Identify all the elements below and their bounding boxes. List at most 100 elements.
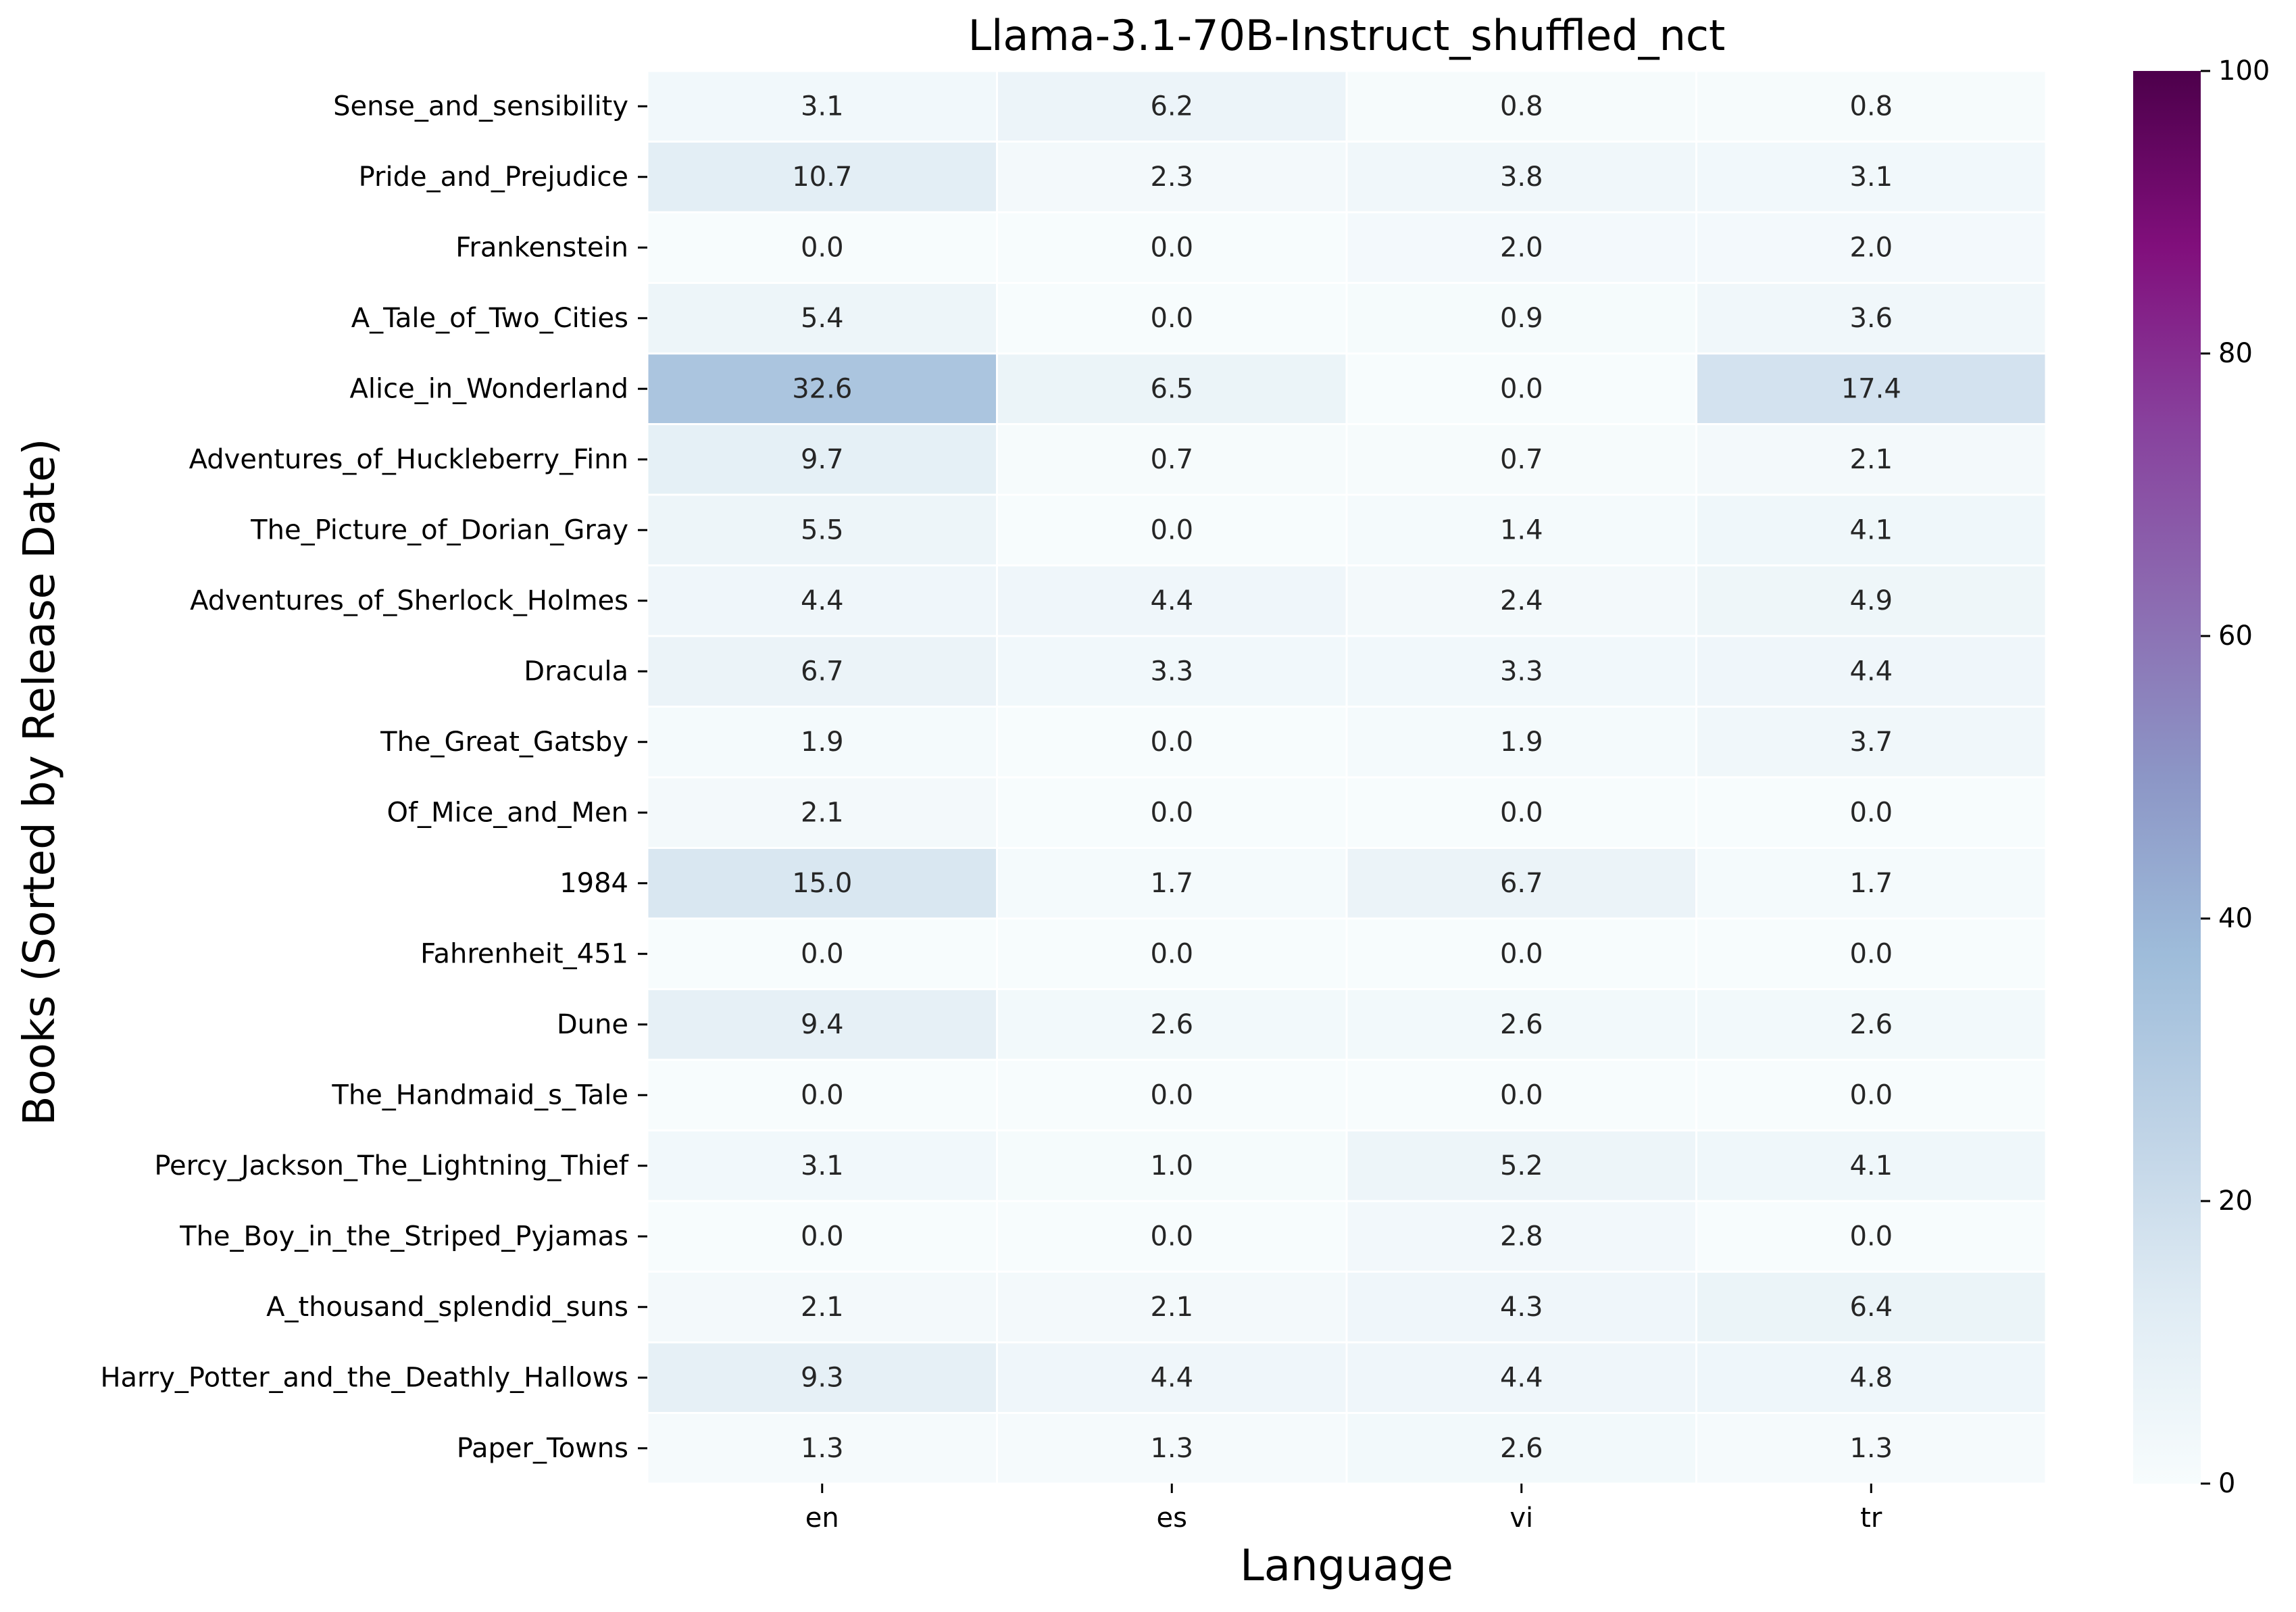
cell-value-label: 32.6: [792, 373, 852, 404]
y-tick-label: Of_Mice_and_Men: [386, 797, 628, 828]
heatmap-cell: [996, 141, 1348, 214]
cell-value-label: 1.9: [801, 727, 844, 758]
heatmap-cell: [646, 564, 998, 637]
cell-value-label: 6.7: [801, 656, 844, 687]
heatmap-cell: [996, 1200, 1348, 1273]
cell-value-label: 4.8: [1849, 1362, 1893, 1393]
cell-value-label: 1.3: [1849, 1433, 1893, 1464]
cell-value-label: 2.4: [1500, 585, 1543, 616]
cell-value-label: 1.4: [1500, 514, 1543, 545]
heatmap-cell: [996, 847, 1348, 920]
heatmap-cell: [1345, 917, 1697, 990]
heatmap-cell: [1695, 1271, 2047, 1344]
x-tick-label: vi: [1509, 1503, 1533, 1534]
y-tick-label: Dune: [557, 1009, 628, 1040]
heatmap-cell: [1695, 493, 2047, 566]
cell-value-label: 3.3: [1150, 656, 1193, 687]
cell-value-label: 3.1: [801, 1150, 844, 1181]
cell-value-label: 2.0: [1849, 232, 1893, 263]
cell-value-label: 4.9: [1849, 585, 1893, 616]
cell-value-label: 5.5: [801, 514, 844, 545]
chart-title: Llama-3.1-70B-Instruct_shuffled_nct: [968, 11, 1726, 60]
cell-value-label: 6.2: [1150, 91, 1193, 122]
cell-value-label: 3.6: [1849, 303, 1893, 334]
y-axis: Sense_and_sensibility Pride_and_Prejudice…: [100, 91, 647, 1464]
x-tick-label: en: [805, 1503, 839, 1534]
y-tick-label: Pride_and_Prejudice: [359, 162, 628, 193]
cell-value-label: 4.1: [1849, 514, 1893, 545]
heatmap-cell: [1345, 352, 1697, 425]
heatmap-cell: [1695, 423, 2047, 496]
heatmap-cell: [1695, 1412, 2047, 1485]
cell-value-label: 1.7: [1150, 868, 1193, 899]
x-tick-label: tr: [1860, 1503, 1882, 1534]
cell-value-label: 4.1: [1849, 1150, 1893, 1181]
heatmap-cell: [996, 211, 1348, 284]
cell-value-label: 17.4: [1841, 373, 1901, 404]
heatmap-cell: [646, 1341, 998, 1414]
heatmap-cell: [646, 706, 998, 779]
heatmap-cell: [1345, 564, 1697, 637]
cell-value-label: 1.7: [1849, 868, 1893, 899]
y-tick-label: Sense_and_sensibility: [333, 91, 628, 122]
heatmap-cell: [646, 423, 998, 496]
cell-value-label: 5.2: [1500, 1150, 1543, 1181]
y-tick-label: The_Picture_of_Dorian_Gray: [250, 514, 628, 545]
heatmap-cell: [1695, 917, 2047, 990]
heatmap-cell: [1345, 1058, 1697, 1131]
cell-value-label: 4.4: [1500, 1362, 1543, 1393]
heatmap-cell: [646, 917, 998, 990]
cell-value-label: 0.9: [1500, 303, 1543, 334]
colorbar: 0 20 40 60 80 100: [2133, 55, 2270, 1499]
y-tick-label: Frankenstein: [455, 232, 628, 263]
cell-value-label: 0.0: [1150, 232, 1193, 263]
cell-value-label: 0.0: [1150, 727, 1193, 758]
heatmap-cell: [1695, 70, 2047, 143]
cell-value-label: 4.4: [1849, 656, 1893, 687]
cell-value-label: 0.0: [1150, 303, 1193, 334]
cell-value-label: 2.8: [1500, 1221, 1543, 1252]
heatmap-cell: [1345, 70, 1697, 143]
heatmap-cell: [646, 493, 998, 566]
x-axis: en es vi tr: [805, 1484, 1882, 1534]
cell-value-label: 0.0: [801, 1079, 844, 1110]
cell-value-label: 6.4: [1849, 1292, 1893, 1323]
cell-value-label: 2.6: [1849, 1009, 1893, 1040]
y-tick-label: A_Tale_of_Two_Cities: [351, 303, 628, 334]
cell-value-label: 0.0: [801, 1221, 844, 1252]
heatmap-cell: [996, 70, 1348, 143]
heatmap-cell: [1695, 1129, 2047, 1202]
colorbar-tick-label: 20: [2218, 1186, 2253, 1217]
cell-value-label: 3.8: [1500, 162, 1543, 193]
cell-value-label: 1.9: [1500, 727, 1543, 758]
cell-value-label: 3.7: [1849, 727, 1893, 758]
y-tick-label: The_Handmaid_s_Tale: [331, 1079, 628, 1110]
heatmap-cell: [1695, 211, 2047, 284]
colorbar-tick-label: 80: [2218, 338, 2253, 369]
y-tick-label: Paper_Towns: [457, 1433, 628, 1464]
cell-value-label: 6.7: [1500, 868, 1543, 899]
heatmap-cell: [996, 1412, 1348, 1485]
heatmap-cell: [1345, 706, 1697, 779]
heatmap-cell: [1345, 493, 1697, 566]
cell-value-label: 0.0: [1150, 1079, 1193, 1110]
cell-value-label: 0.0: [1500, 797, 1543, 828]
heatmap-cell: [646, 70, 998, 143]
cell-value-label: 1.3: [1150, 1433, 1193, 1464]
cell-value-label: 0.0: [1150, 1221, 1193, 1252]
colorbar-gradient: [2133, 71, 2201, 1484]
cell-value-label: 4.3: [1500, 1292, 1543, 1323]
cell-value-label: 0.8: [1849, 91, 1893, 122]
y-tick-label: Fahrenheit_451: [420, 938, 628, 969]
cell-value-label: 0.0: [1500, 1079, 1543, 1110]
heatmap-cell: [646, 1129, 998, 1202]
heatmap-cell: [646, 847, 998, 920]
cell-value-label: 0.0: [1849, 938, 1893, 969]
cell-value-label: 0.0: [1150, 797, 1193, 828]
cell-value-label: 0.0: [1500, 938, 1543, 969]
cell-value-label: 2.0: [1500, 232, 1543, 263]
cell-value-label: 6.5: [1150, 373, 1193, 404]
cell-value-label: 2.6: [1150, 1009, 1193, 1040]
cell-value-label: 2.6: [1500, 1009, 1543, 1040]
